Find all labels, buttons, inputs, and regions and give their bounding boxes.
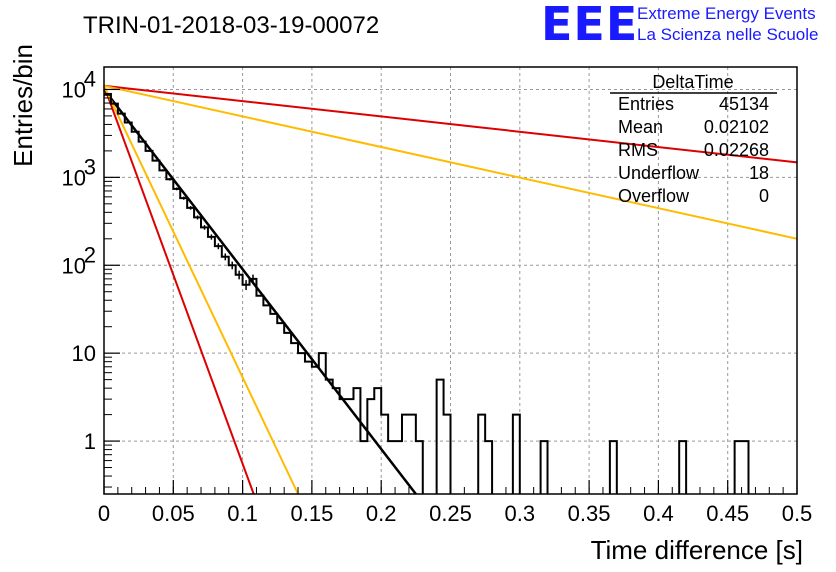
y-tick-label: 10 <box>62 165 86 190</box>
logo-text: EEE <box>541 0 638 51</box>
fit-curves <box>103 84 798 495</box>
fit-curve-5 <box>103 84 798 240</box>
fit-curve-4 <box>103 84 798 164</box>
stats-value-underflow: 18 <box>749 163 769 183</box>
stats-label-underflow: Underflow <box>618 163 700 183</box>
stats-label-overflow: Overflow <box>618 186 690 206</box>
stats-label-rms: RMS <box>618 140 658 160</box>
logo-line2: La Scienza nelle Scuole <box>637 25 818 44</box>
x-tick-label: 0.45 <box>706 501 749 526</box>
x-tick-label: 0.35 <box>568 501 611 526</box>
fit-curve-1 <box>103 88 417 495</box>
x-tick-label: 0.3 <box>505 501 536 526</box>
y-tick-label: 10 <box>62 77 86 102</box>
stats-value-rms: 0.02268 <box>704 140 769 160</box>
y-axis-label: Entries/bin <box>8 44 38 167</box>
x-tick-label: 0.4 <box>643 501 674 526</box>
fit-curve-2 <box>103 85 255 495</box>
stats-label-entries: Entries <box>618 94 674 114</box>
y-tick-label: 1 <box>84 429 96 454</box>
chart-title: TRIN-01-2018-03-19-00072 <box>83 12 379 39</box>
grid-lines <box>104 67 797 494</box>
y-tick-exponent: 2 <box>84 242 96 267</box>
y-tick-label: 10 <box>62 253 86 278</box>
fit-curve-3 <box>103 85 299 495</box>
logo-line1: Extreme Energy Events <box>637 4 816 23</box>
x-tick-label: 0.1 <box>227 501 258 526</box>
stats-label-mean: Mean <box>618 117 663 137</box>
x-tick-label: 0.2 <box>366 501 397 526</box>
x-tick-label: 0.15 <box>290 501 333 526</box>
x-tick-label: 0 <box>98 501 110 526</box>
x-ticks: 0 0.05 0.1 0.15 0.2 0.25 0.3 0.35 0.4 0.45 0.5 <box>98 480 812 526</box>
x-axis-label: Time difference [s] <box>591 535 803 565</box>
x-tick-label: 0.5 <box>782 501 813 526</box>
y-tick-exponent: 4 <box>84 66 96 91</box>
stats-value-entries: 45134 <box>719 94 769 114</box>
histogram-group <box>104 93 750 494</box>
stats-value-overflow: 0 <box>759 186 769 206</box>
stats-title: DeltaTime <box>652 72 733 92</box>
x-tick-label: 0.05 <box>152 501 195 526</box>
eee-logo: EEE Extreme Energy Events La Scienza nel… <box>541 0 818 51</box>
x-tick-label: 0.25 <box>429 501 472 526</box>
stats-value-mean: 0.02102 <box>704 117 769 137</box>
stats-box: DeltaTime Entries 45134 Mean 0.02102 RMS… <box>610 72 777 206</box>
y-tick-exponent: 3 <box>84 154 96 179</box>
y-tick-label: 10 <box>72 341 96 366</box>
